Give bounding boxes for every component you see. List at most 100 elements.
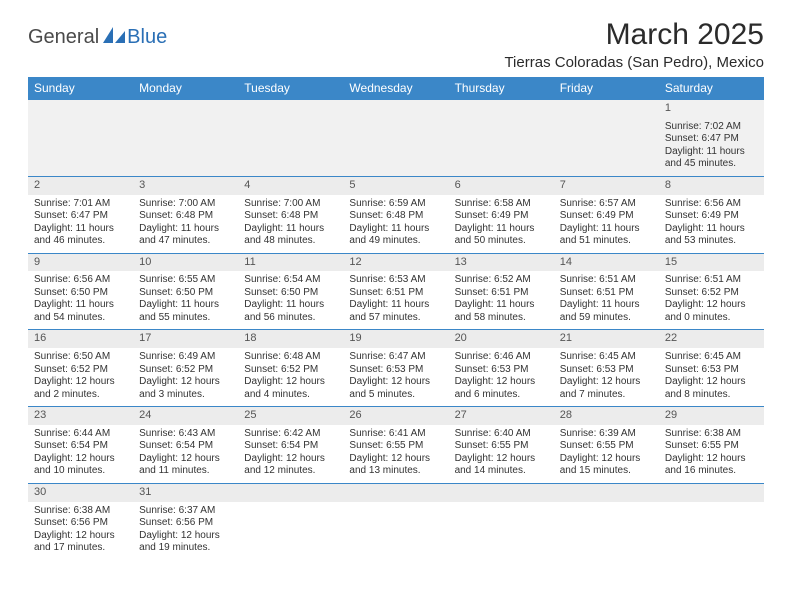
brand-text-1: General [28,26,99,49]
day-detail-cell: Sunrise: 6:55 AMSunset: 6:50 PMDaylight:… [133,271,238,330]
day-detail-line: Sunset: 6:48 PM [244,210,337,223]
day-detail-line: Sunrise: 6:51 AM [560,274,653,287]
day-detail-line: Sunrise: 6:56 AM [665,198,758,211]
day-number-cell: 17 [133,330,238,348]
day-detail-cell: Sunrise: 6:44 AMSunset: 6:54 PMDaylight:… [28,425,133,484]
day-number-cell: 3 [133,176,238,194]
day-detail-line: and 57 minutes. [349,312,442,325]
title-block: March 2025 Tierras Coloradas (San Pedro)… [504,18,764,71]
day-detail-line: and 11 minutes. [139,465,232,478]
day-number-cell [554,483,659,501]
day-number-cell: 7 [554,176,659,194]
day-detail-line: Sunset: 6:56 PM [139,517,232,530]
day-detail-line: Sunrise: 6:43 AM [139,428,232,441]
day-detail-cell: Sunrise: 6:57 AMSunset: 6:49 PMDaylight:… [554,195,659,254]
day-detail-line: Sunrise: 6:41 AM [349,428,442,441]
day-detail-line: Sunset: 6:55 PM [665,440,758,453]
day-detail-line: Sunrise: 6:48 AM [244,351,337,364]
day-detail-cell [554,502,659,560]
day-number-cell: 30 [28,483,133,501]
day-detail-line: Daylight: 12 hours [560,376,653,389]
day-detail-line: Sunset: 6:52 PM [34,364,127,377]
day-detail-row: Sunrise: 7:01 AMSunset: 6:47 PMDaylight:… [28,195,764,254]
day-detail-line: Sunrise: 6:58 AM [455,198,548,211]
day-detail-line: Daylight: 12 hours [244,376,337,389]
day-detail-line: and 55 minutes. [139,312,232,325]
day-detail-cell: Sunrise: 6:59 AMSunset: 6:48 PMDaylight:… [343,195,448,254]
day-number-row: 16171819202122 [28,330,764,348]
day-detail-line: Daylight: 12 hours [665,376,758,389]
day-detail-cell: Sunrise: 6:46 AMSunset: 6:53 PMDaylight:… [449,348,554,407]
day-detail-line: and 50 minutes. [455,235,548,248]
day-detail-cell: Sunrise: 6:40 AMSunset: 6:55 PMDaylight:… [449,425,554,484]
day-number-cell: 11 [238,253,343,271]
day-detail-line: Sunset: 6:55 PM [560,440,653,453]
day-detail-line: Daylight: 11 hours [349,299,442,312]
day-detail-line: Daylight: 11 hours [665,223,758,236]
day-number-cell: 9 [28,253,133,271]
day-detail-line: Sunrise: 7:02 AM [665,121,758,134]
day-number-cell [238,483,343,501]
day-detail-cell: Sunrise: 7:00 AMSunset: 6:48 PMDaylight:… [238,195,343,254]
day-detail-line: and 46 minutes. [34,235,127,248]
day-header: Sunday [28,77,133,100]
day-number-cell: 14 [554,253,659,271]
day-detail-line: Sunset: 6:50 PM [244,287,337,300]
day-number-cell: 28 [554,407,659,425]
header: General Blue March 2025 Tierras Colorada… [28,18,764,71]
day-header: Friday [554,77,659,100]
day-detail-line: Sunset: 6:56 PM [34,517,127,530]
day-number-cell: 8 [659,176,764,194]
day-detail-row: Sunrise: 6:50 AMSunset: 6:52 PMDaylight:… [28,348,764,407]
day-detail-line: Daylight: 12 hours [455,453,548,466]
day-detail-line: Sunrise: 6:50 AM [34,351,127,364]
day-detail-line: Sunset: 6:49 PM [560,210,653,223]
day-detail-cell [449,118,554,177]
day-detail-line: and 14 minutes. [455,465,548,478]
day-detail-line: and 16 minutes. [665,465,758,478]
day-number-cell: 2 [28,176,133,194]
day-detail-cell: Sunrise: 6:45 AMSunset: 6:53 PMDaylight:… [659,348,764,407]
day-number-row: 9101112131415 [28,253,764,271]
day-number-cell: 25 [238,407,343,425]
day-detail-line: and 10 minutes. [34,465,127,478]
day-detail-line: Daylight: 12 hours [349,453,442,466]
day-detail-line: Sunrise: 6:44 AM [34,428,127,441]
day-number-cell: 12 [343,253,448,271]
day-number-cell: 27 [449,407,554,425]
day-detail-line: and 59 minutes. [560,312,653,325]
day-detail-line: Sunset: 6:51 PM [455,287,548,300]
day-detail-line: Sunrise: 6:38 AM [34,505,127,518]
day-detail-line: Daylight: 12 hours [244,453,337,466]
day-detail-line: Sunrise: 6:38 AM [665,428,758,441]
day-detail-cell [659,502,764,560]
day-detail-line: and 6 minutes. [455,389,548,402]
day-detail-cell: Sunrise: 6:56 AMSunset: 6:49 PMDaylight:… [659,195,764,254]
day-detail-line: Sunrise: 6:46 AM [455,351,548,364]
day-detail-line: Daylight: 12 hours [34,453,127,466]
day-detail-line: Sunset: 6:50 PM [34,287,127,300]
day-number-cell [659,483,764,501]
day-detail-cell: Sunrise: 6:38 AMSunset: 6:55 PMDaylight:… [659,425,764,484]
day-number-cell: 31 [133,483,238,501]
day-detail-line: Sunrise: 6:49 AM [139,351,232,364]
day-detail-line: and 19 minutes. [139,542,232,555]
day-detail-line: and 47 minutes. [139,235,232,248]
day-number-row: 3031 [28,483,764,501]
day-detail-cell: Sunrise: 6:37 AMSunset: 6:56 PMDaylight:… [133,502,238,560]
day-detail-cell: Sunrise: 6:56 AMSunset: 6:50 PMDaylight:… [28,271,133,330]
day-number-cell: 4 [238,176,343,194]
day-detail-line: Daylight: 11 hours [244,223,337,236]
day-detail-line: and 0 minutes. [665,312,758,325]
month-title: March 2025 [504,18,764,52]
day-detail-line: Daylight: 12 hours [34,376,127,389]
day-number-cell [343,483,448,501]
day-detail-line: Sunrise: 6:40 AM [455,428,548,441]
day-detail-row: Sunrise: 7:02 AMSunset: 6:47 PMDaylight:… [28,118,764,177]
day-detail-line: Sunset: 6:52 PM [665,287,758,300]
day-detail-line: Daylight: 11 hours [139,299,232,312]
day-detail-cell: Sunrise: 6:58 AMSunset: 6:49 PMDaylight:… [449,195,554,254]
day-number-cell [449,483,554,501]
day-detail-line: and 48 minutes. [244,235,337,248]
calendar-table: Sunday Monday Tuesday Wednesday Thursday… [28,77,764,560]
